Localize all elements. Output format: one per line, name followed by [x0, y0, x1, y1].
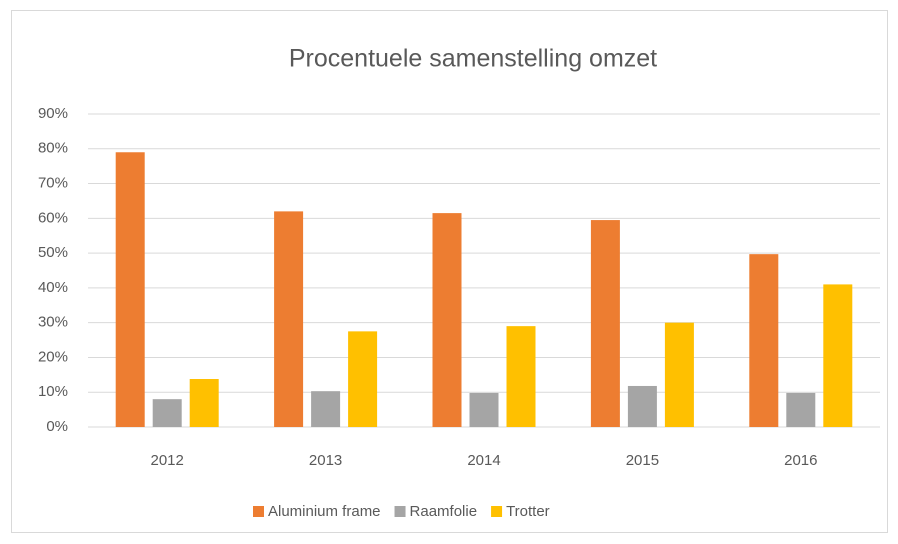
y-tick-label: 70%	[38, 175, 68, 192]
y-tick-label: 50%	[38, 244, 68, 261]
y-tick-label: 60%	[38, 209, 68, 226]
bar	[749, 254, 779, 427]
bar	[627, 385, 657, 427]
y-tick-label: 20%	[38, 348, 68, 365]
legend-label: Trotter	[506, 503, 550, 520]
y-tick-label: 30%	[38, 314, 68, 331]
chart-title: Procentuele samenstelling omzet	[289, 45, 657, 73]
bar	[189, 379, 219, 427]
legend-label: Aluminium frame	[268, 503, 381, 520]
bar	[823, 284, 853, 427]
bar	[348, 331, 378, 427]
x-tick-label: 2015	[626, 452, 659, 469]
bar	[311, 391, 341, 427]
y-tick-label: 80%	[38, 140, 68, 157]
bar	[274, 211, 304, 427]
x-tick-label: 2016	[784, 452, 817, 469]
y-tick-label: 0%	[46, 418, 68, 435]
legend-swatch	[491, 506, 503, 517]
y-tick-label: 40%	[38, 279, 68, 296]
legend-label: Raamfolie	[410, 503, 478, 520]
bar	[115, 152, 145, 427]
legend-swatch	[253, 506, 264, 517]
bar	[506, 326, 536, 427]
x-tick-label: 2013	[309, 452, 342, 469]
legend-swatch	[394, 506, 406, 517]
x-tick-label: 2014	[467, 452, 500, 469]
bar	[469, 392, 499, 427]
bar	[432, 213, 462, 427]
x-tick-label: 2012	[151, 452, 184, 469]
bar	[664, 322, 694, 427]
bar	[152, 399, 182, 427]
bar	[590, 220, 620, 427]
y-tick-label: 10%	[38, 383, 68, 400]
y-tick-label: 90%	[38, 105, 68, 122]
bar	[786, 392, 816, 427]
